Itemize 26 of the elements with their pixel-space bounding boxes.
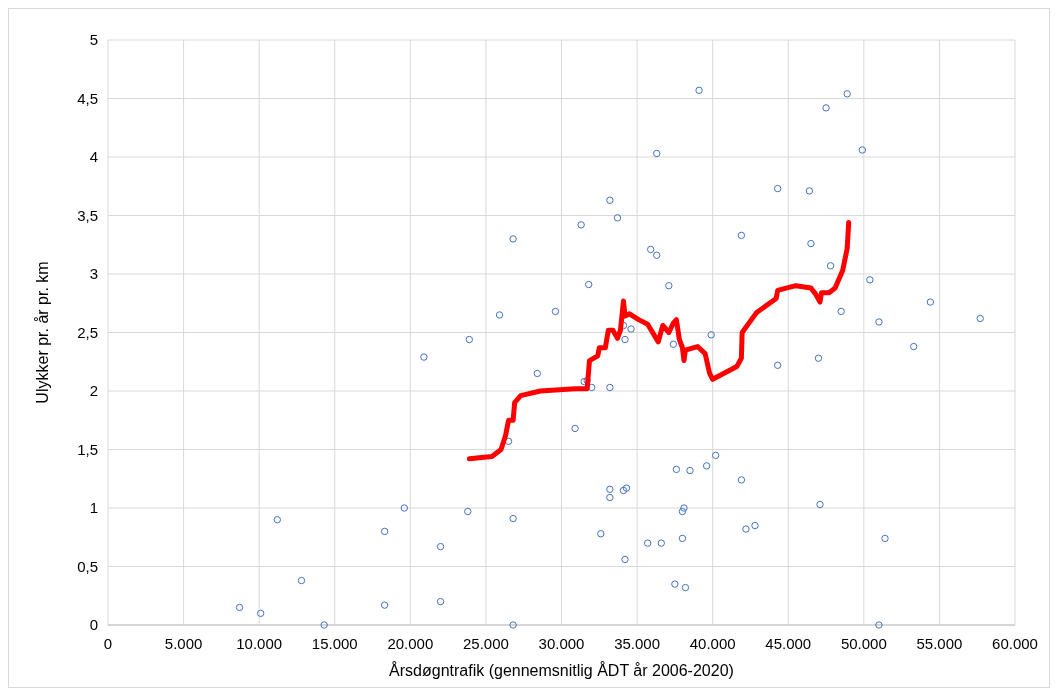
x-tick-label: 60.000 (992, 635, 1038, 652)
y-tick-label: 2,5 (77, 323, 98, 341)
y-tick-label: 3,5 (77, 206, 98, 224)
x-tick-label: 35.000 (614, 635, 661, 652)
y-tick-label: 4 (89, 148, 98, 165)
y-tick-label: 2 (89, 382, 98, 399)
x-tick-label: 5.000 (164, 635, 203, 652)
x-tick-label: 10.000 (236, 635, 283, 652)
x-tick-label: 40.000 (689, 635, 736, 652)
y-axis-title: Ulykker pr. år pr. km (34, 261, 51, 404)
y-tick-label: 4,5 (77, 89, 98, 107)
y-tick-label: 0,5 (77, 557, 98, 575)
x-tick-label: 45.000 (765, 635, 812, 652)
x-tick-label: 25.000 (462, 635, 509, 652)
x-tick-label: 30.000 (538, 635, 585, 652)
x-tick-label: 20.000 (387, 635, 434, 652)
x-tick-label: 55.000 (916, 635, 963, 652)
x-axis-title: Årsdøgntrafik (gennemsnitlig ÅDT år 2006-2020) (389, 661, 734, 679)
x-tick-label: 50.000 (840, 635, 887, 652)
x-tick-label: 15.000 (311, 635, 358, 652)
x-tick-label: 0 (103, 635, 113, 652)
y-tick-label: 0 (89, 616, 98, 633)
y-tick-label: 1,5 (77, 440, 98, 458)
y-tick-label: 5 (89, 31, 98, 48)
y-tick-label: 1 (89, 499, 98, 516)
y-tick-label: 3 (89, 265, 98, 282)
